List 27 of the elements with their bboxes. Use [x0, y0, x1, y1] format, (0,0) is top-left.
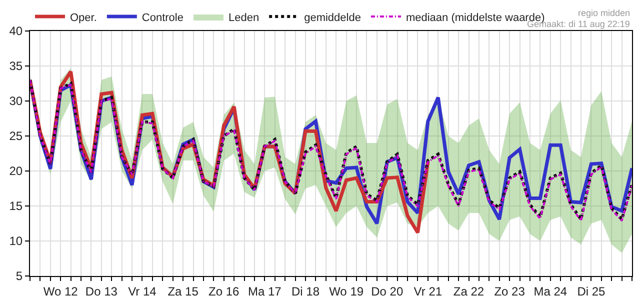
legend-label: Oper. — [70, 12, 97, 24]
x-tick-label: Zo 23 — [494, 284, 526, 298]
y-tick-label: 35 — [9, 59, 23, 74]
y-tick-label: 20 — [9, 164, 23, 178]
y-tick-label: 40 — [9, 24, 23, 38]
legend-label: Leden — [228, 12, 260, 24]
x-tick-label: Vr 14 — [128, 284, 157, 298]
x-tick-label: Ma 17 — [248, 284, 282, 298]
text: regio midden — [578, 8, 630, 18]
x-tick-label: Do 20 — [371, 284, 404, 298]
x-tick-label: Vr 21 — [414, 284, 442, 298]
y-tick-label: 15 — [9, 199, 23, 214]
x-tick-label: Di 18 — [291, 284, 320, 298]
legend-label: Controle — [142, 12, 184, 24]
y-tick-label: 25 — [9, 129, 23, 144]
y-tick-label: 5 — [16, 269, 23, 284]
y-tick-label: 30 — [9, 94, 23, 108]
y-tick-label: 10 — [9, 234, 23, 248]
x-tick-label: Di 25 — [577, 284, 606, 298]
x-tick-label: Wo 19 — [329, 284, 364, 298]
x-tick-label: Ma 24 — [534, 284, 568, 298]
x-tick-label: Zo 16 — [208, 284, 240, 298]
x-tick-label: Za 15 — [168, 284, 199, 298]
legend-label: gemiddelde — [304, 12, 361, 24]
x-tick-label: Za 22 — [453, 284, 484, 298]
x-tick-label: Do 13 — [85, 284, 118, 298]
x-tick-label: Wo 12 — [43, 284, 78, 298]
